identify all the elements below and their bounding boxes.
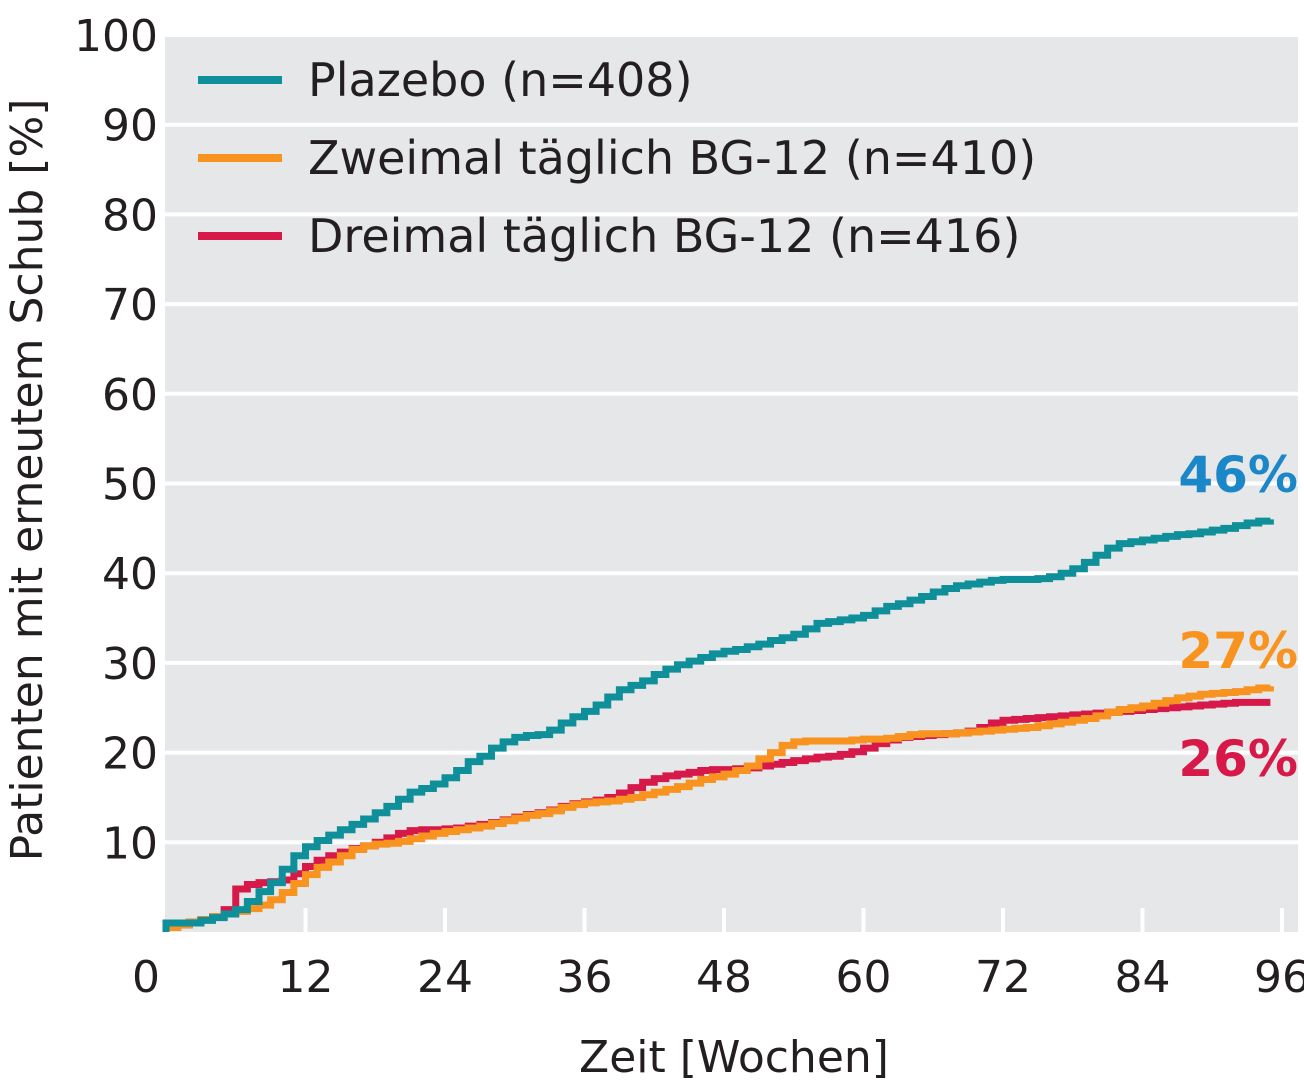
y-tick-label: 70 bbox=[102, 280, 158, 331]
x-tick-label: 24 bbox=[417, 952, 473, 1003]
y-tick-label: 10 bbox=[102, 818, 158, 869]
x-tick-label: 12 bbox=[278, 952, 334, 1003]
legend-label-2: Dreimal täglich BG-12 (n=416) bbox=[308, 209, 1020, 263]
series-line-1 bbox=[162, 684, 1274, 932]
x-tick-label: 36 bbox=[557, 952, 613, 1003]
x-tick-labels: 0 12 24 36 48 60 72 84 96 bbox=[132, 952, 1304, 1003]
x-axis-label: Zeit [Wochen] bbox=[579, 1032, 889, 1083]
series-lines bbox=[162, 517, 1274, 932]
y-tick-label: 40 bbox=[102, 549, 158, 600]
legend-label-1: Zweimal täglich BG-12 (n=410) bbox=[308, 131, 1036, 185]
series-line-0 bbox=[162, 517, 1274, 932]
y-tick-label: 80 bbox=[102, 190, 158, 241]
x-tick-label: 72 bbox=[975, 952, 1031, 1003]
end-label-2: 26% bbox=[1178, 730, 1298, 788]
end-label-0: 46% bbox=[1178, 446, 1298, 504]
y-axis-label: Patienten mit erneutem Schub [%] bbox=[2, 99, 53, 862]
x-tick-label: 96 bbox=[1254, 952, 1304, 1003]
y-tick-label: 30 bbox=[102, 639, 158, 690]
x-tick-label: 60 bbox=[836, 952, 892, 1003]
y-tick-label: 50 bbox=[102, 460, 158, 511]
x-tick-label: 0 bbox=[132, 952, 160, 1003]
x-tick-label: 84 bbox=[1115, 952, 1171, 1003]
y-tick-label: 100 bbox=[74, 11, 158, 62]
y-tick-label: 90 bbox=[102, 101, 158, 152]
y-tick-label: 20 bbox=[102, 729, 158, 780]
legend-label-0: Plazebo (n=408) bbox=[308, 53, 693, 107]
end-label-1: 27% bbox=[1178, 622, 1298, 680]
y-tick-labels: 10 20 30 40 50 60 70 80 90 100 bbox=[74, 11, 158, 869]
end-labels: 46% 27% 26% bbox=[1178, 446, 1298, 788]
legend: Plazebo (n=408) Zweimal täglich BG-12 (n=… bbox=[198, 53, 1036, 263]
y-tick-label: 60 bbox=[102, 370, 158, 421]
x-tick-label: 48 bbox=[696, 952, 752, 1003]
series-line-2 bbox=[162, 698, 1271, 932]
